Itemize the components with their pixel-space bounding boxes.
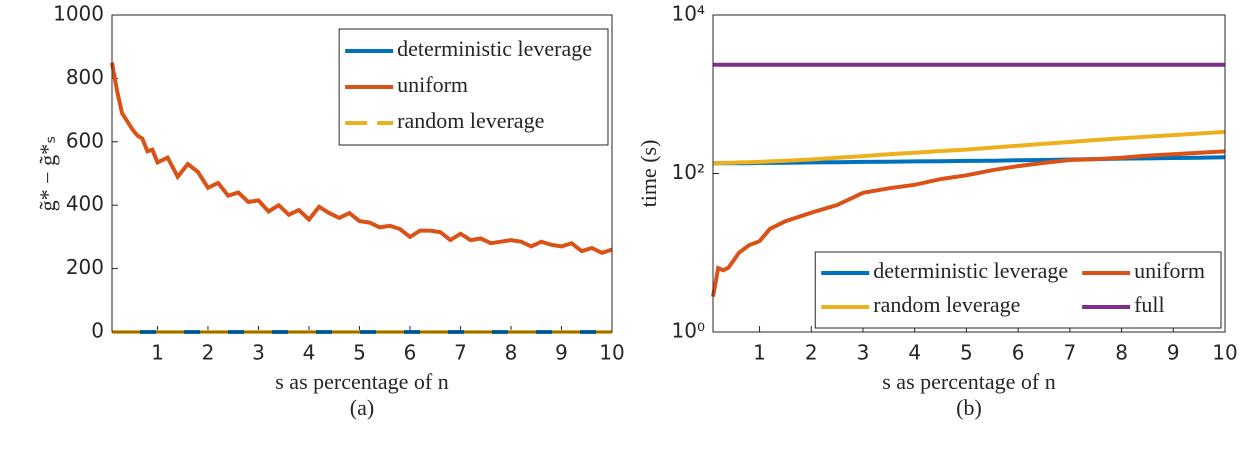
x-axis-label: s as percentage of n <box>882 369 1055 394</box>
y-tick-label: 0 <box>91 319 104 343</box>
x-tick-label: 9 <box>555 341 568 365</box>
legend-label: random leverage <box>397 108 544 133</box>
x-tick-label: 8 <box>1115 341 1128 365</box>
legend-box <box>814 251 1222 329</box>
y-axis-label: time (s) <box>636 140 661 208</box>
legend-item: random leverage <box>345 108 544 133</box>
axes-box <box>712 14 1226 333</box>
legend-label: random leverage <box>873 292 1020 317</box>
x-tick-label: 4 <box>303 341 316 365</box>
y-tick-label: 400 <box>66 192 104 216</box>
x-tick-label: 6 <box>1012 341 1025 365</box>
x-tick-label: 5 <box>353 341 366 365</box>
legend-item: uniform <box>345 72 468 97</box>
x-tick-label: 10 <box>1212 341 1237 365</box>
legend-item: deterministic leverage <box>345 36 592 61</box>
x-tick-label: 3 <box>857 341 870 365</box>
x-tick-label: 9 <box>1167 341 1180 365</box>
caption: (b) <box>956 395 982 420</box>
caption: (a) <box>350 395 374 420</box>
series-line <box>711 149 1226 297</box>
y-tick-label: 10⁰ <box>672 319 705 343</box>
series-line <box>713 129 1226 166</box>
legend: deterministic leverage uniform random leve… <box>814 251 1222 329</box>
legend-item: uniform <box>1082 258 1205 283</box>
x-tick-label: 7 <box>1063 341 1076 365</box>
x-axis-label: s as percentage of n <box>275 369 448 394</box>
y-tick-label: 800 <box>66 65 104 89</box>
x-tick-label: 6 <box>404 341 417 365</box>
x-tick-label: 2 <box>202 341 215 365</box>
x-tick-label: 2 <box>805 341 818 365</box>
y-tick-label: 600 <box>66 128 104 152</box>
y-tick-label: 10⁴ <box>672 2 705 26</box>
x-tick-label: 7 <box>454 341 467 365</box>
legend-label: full <box>1134 292 1165 317</box>
x-tick-label: 3 <box>252 341 265 365</box>
x-tick-label: 10 <box>599 341 624 365</box>
axes-box <box>111 14 613 333</box>
series-line <box>110 62 613 255</box>
legend-label: deterministic leverage <box>397 36 592 61</box>
legend-label: uniform <box>1134 258 1205 283</box>
x-tick-label: 5 <box>960 341 973 365</box>
y-tick-label: 200 <box>66 255 104 279</box>
legend-label: uniform <box>397 72 468 97</box>
x-tick-label: 8 <box>505 341 518 365</box>
legend-item: deterministic leverage <box>821 258 1068 283</box>
y-tick-label: 1000 <box>53 2 104 26</box>
legend-label: deterministic leverage <box>873 258 1068 283</box>
legend-item: random leverage <box>821 292 1020 317</box>
x-tick-label: 4 <box>908 341 921 365</box>
y-axis-label: g̃* − g̃*ₛ <box>35 136 60 212</box>
legend: deterministic leverage uniform random leve… <box>338 28 609 146</box>
x-tick-label: 1 <box>151 341 164 365</box>
legend-item: full <box>1082 292 1165 317</box>
x-tick-label: 1 <box>753 341 766 365</box>
y-tick-label: 10² <box>672 160 705 184</box>
